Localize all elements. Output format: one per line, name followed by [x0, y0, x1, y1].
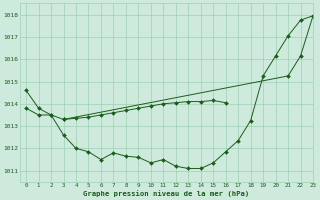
X-axis label: Graphe pression niveau de la mer (hPa): Graphe pression niveau de la mer (hPa) [83, 190, 250, 197]
